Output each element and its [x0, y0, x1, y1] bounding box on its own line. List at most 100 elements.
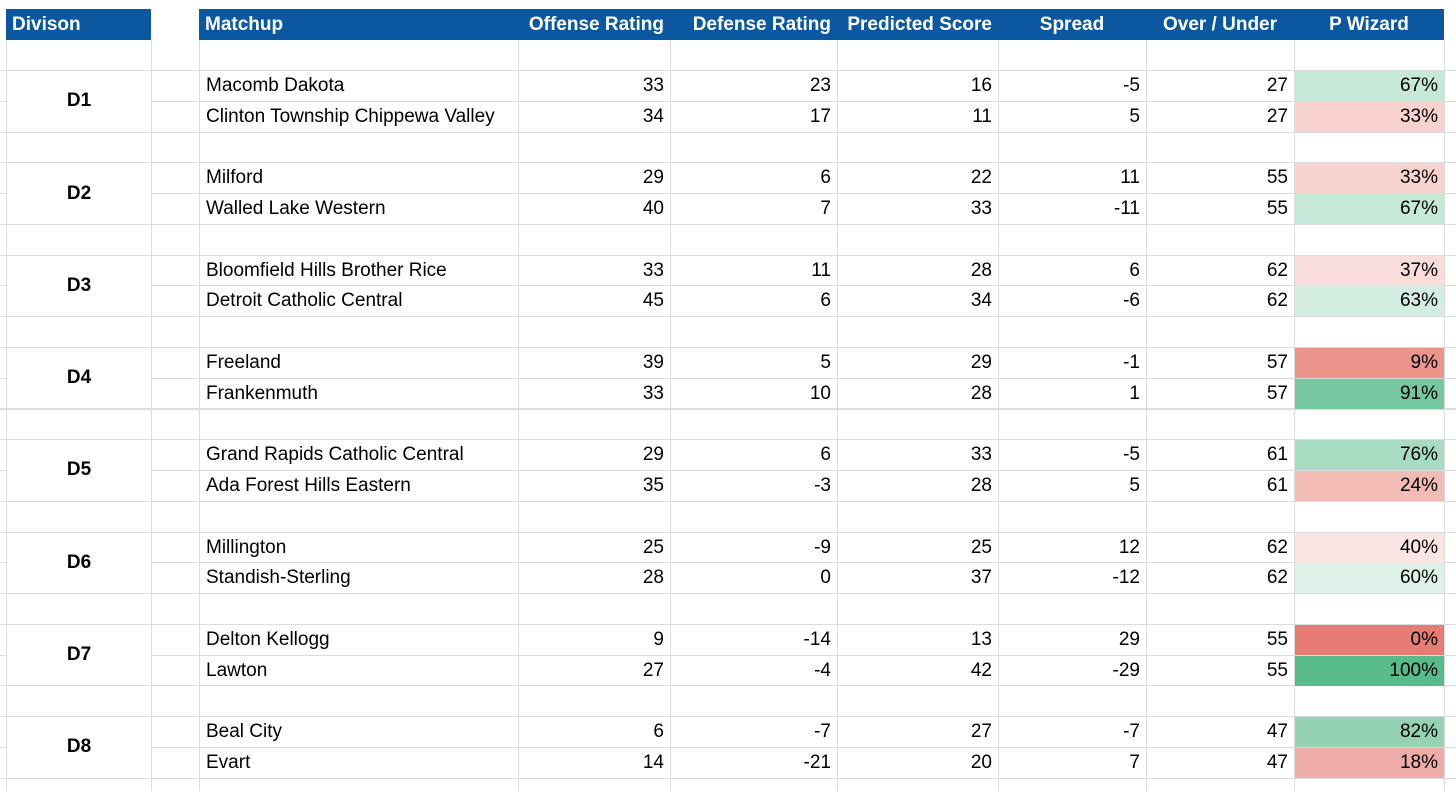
over-under-cell[interactable]: 55: [1266, 167, 1288, 188]
p-wizard-cell[interactable]: 37%: [1295, 256, 1444, 286]
header-matchup[interactable]: Matchup: [199, 9, 518, 40]
predicted-score-cell[interactable]: 29: [970, 352, 992, 373]
division-label[interactable]: D5: [7, 440, 151, 501]
over-under-cell[interactable]: 47: [1266, 752, 1288, 773]
p-wizard-cell[interactable]: 33%: [1295, 102, 1444, 132]
spread-cell[interactable]: -7: [1123, 721, 1140, 742]
matchup-cell[interactable]: Freeland: [206, 352, 281, 373]
spread-cell[interactable]: -12: [1112, 567, 1140, 588]
p-wizard-cell[interactable]: 76%: [1295, 440, 1444, 470]
over-under-cell[interactable]: 62: [1266, 537, 1288, 558]
header-defense-rating[interactable]: Defense Rating: [670, 9, 837, 40]
matchup-cell[interactable]: Lawton: [206, 660, 268, 681]
predicted-score-cell[interactable]: 33: [970, 444, 992, 465]
defense-rating-cell[interactable]: 23: [809, 75, 831, 96]
matchup-cell[interactable]: Walled Lake Western: [206, 198, 386, 219]
over-under-cell[interactable]: 61: [1266, 475, 1288, 496]
p-wizard-cell[interactable]: 100%: [1295, 656, 1444, 686]
predicted-score-cell[interactable]: 11: [972, 106, 992, 127]
offense-rating-cell[interactable]: 40: [642, 198, 664, 219]
offense-rating-cell[interactable]: 33: [642, 75, 664, 96]
offense-rating-cell[interactable]: 9: [653, 629, 664, 650]
matchup-cell[interactable]: Delton Kellogg: [206, 629, 330, 650]
predicted-score-cell[interactable]: 42: [970, 660, 992, 681]
offense-rating-cell[interactable]: 25: [642, 537, 664, 558]
predicted-score-cell[interactable]: 13: [970, 629, 992, 650]
offense-rating-cell[interactable]: 29: [642, 167, 664, 188]
defense-rating-cell[interactable]: 6: [820, 444, 831, 465]
matchup-cell[interactable]: Standish-Sterling: [206, 567, 351, 588]
offense-rating-cell[interactable]: 14: [642, 752, 664, 773]
spread-cell[interactable]: 7: [1129, 752, 1140, 773]
spread-cell[interactable]: -29: [1112, 660, 1140, 681]
offense-rating-cell[interactable]: 45: [642, 290, 664, 311]
spread-cell[interactable]: -5: [1123, 444, 1140, 465]
predicted-score-cell[interactable]: 28: [970, 383, 992, 404]
spread-cell[interactable]: 6: [1129, 260, 1140, 281]
over-under-cell[interactable]: 62: [1266, 260, 1288, 281]
header-division[interactable]: Divison: [6, 9, 151, 40]
p-wizard-cell[interactable]: 9%: [1295, 348, 1444, 378]
predicted-score-cell[interactable]: 28: [970, 475, 992, 496]
spread-cell[interactable]: 1: [1129, 383, 1140, 404]
offense-rating-cell[interactable]: 33: [642, 260, 664, 281]
matchup-cell[interactable]: Clinton Township Chippewa Valley: [206, 106, 495, 127]
offense-rating-cell[interactable]: 39: [642, 352, 664, 373]
p-wizard-cell[interactable]: 18%: [1295, 748, 1444, 778]
offense-rating-cell[interactable]: 33: [642, 383, 664, 404]
header-spread[interactable]: Spread: [998, 9, 1146, 40]
division-label[interactable]: D4: [7, 347, 151, 409]
division-label[interactable]: D2: [7, 163, 151, 224]
division-label[interactable]: D8: [7, 717, 151, 778]
matchup-cell[interactable]: Detroit Catholic Central: [206, 290, 403, 311]
matchup-cell[interactable]: Millington: [206, 537, 287, 558]
predicted-score-cell[interactable]: 37: [970, 567, 992, 588]
predicted-score-cell[interactable]: 33: [970, 198, 992, 219]
predicted-score-cell[interactable]: 25: [970, 537, 992, 558]
defense-rating-cell[interactable]: -21: [803, 752, 831, 773]
defense-rating-cell[interactable]: 17: [809, 106, 831, 127]
matchup-cell[interactable]: Evart: [206, 752, 251, 773]
predicted-score-cell[interactable]: 20: [970, 752, 992, 773]
offense-rating-cell[interactable]: 6: [653, 721, 664, 742]
over-under-cell[interactable]: 27: [1266, 75, 1288, 96]
spread-cell[interactable]: 11: [1120, 167, 1140, 188]
p-wizard-cell[interactable]: 24%: [1295, 471, 1444, 501]
over-under-cell[interactable]: 55: [1266, 198, 1288, 219]
p-wizard-cell[interactable]: 40%: [1295, 533, 1444, 563]
defense-rating-cell[interactable]: 5: [820, 352, 831, 373]
defense-rating-cell[interactable]: 6: [820, 290, 831, 311]
matchup-cell[interactable]: Bloomfield Hills Brother Rice: [206, 260, 447, 281]
offense-rating-cell[interactable]: 28: [642, 567, 664, 588]
defense-rating-cell[interactable]: 6: [820, 167, 831, 188]
division-label[interactable]: D1: [7, 71, 151, 132]
defense-rating-cell[interactable]: 11: [811, 260, 831, 281]
predicted-score-cell[interactable]: 22: [970, 167, 992, 188]
header-over-under[interactable]: Over / Under: [1146, 9, 1294, 40]
p-wizard-cell[interactable]: 91%: [1295, 379, 1444, 409]
p-wizard-cell[interactable]: 67%: [1295, 71, 1444, 101]
defense-rating-cell[interactable]: -4: [814, 660, 831, 681]
defense-rating-cell[interactable]: -14: [803, 629, 831, 650]
offense-rating-cell[interactable]: 35: [642, 475, 664, 496]
predicted-score-cell[interactable]: 27: [970, 721, 992, 742]
predicted-score-cell[interactable]: 16: [970, 75, 992, 96]
offense-rating-cell[interactable]: 34: [642, 106, 664, 127]
p-wizard-cell[interactable]: 33%: [1295, 163, 1444, 193]
spread-cell[interactable]: -11: [1113, 198, 1140, 219]
predicted-score-cell[interactable]: 34: [970, 290, 992, 311]
spread-cell[interactable]: -5: [1123, 75, 1140, 96]
spread-cell[interactable]: -6: [1123, 290, 1140, 311]
p-wizard-cell[interactable]: 0%: [1295, 625, 1444, 655]
offense-rating-cell[interactable]: 29: [642, 444, 664, 465]
matchup-cell[interactable]: Ada Forest Hills Eastern: [206, 475, 411, 496]
over-under-cell[interactable]: 62: [1266, 567, 1288, 588]
division-label[interactable]: D3: [7, 255, 151, 317]
spread-cell[interactable]: -1: [1123, 352, 1140, 373]
matchup-cell[interactable]: Milford: [206, 167, 264, 188]
spread-cell[interactable]: 29: [1118, 629, 1140, 650]
over-under-cell[interactable]: 57: [1266, 352, 1288, 373]
over-under-cell[interactable]: 61: [1266, 444, 1288, 465]
defense-rating-cell[interactable]: 0: [820, 567, 831, 588]
over-under-cell[interactable]: 55: [1266, 660, 1288, 681]
